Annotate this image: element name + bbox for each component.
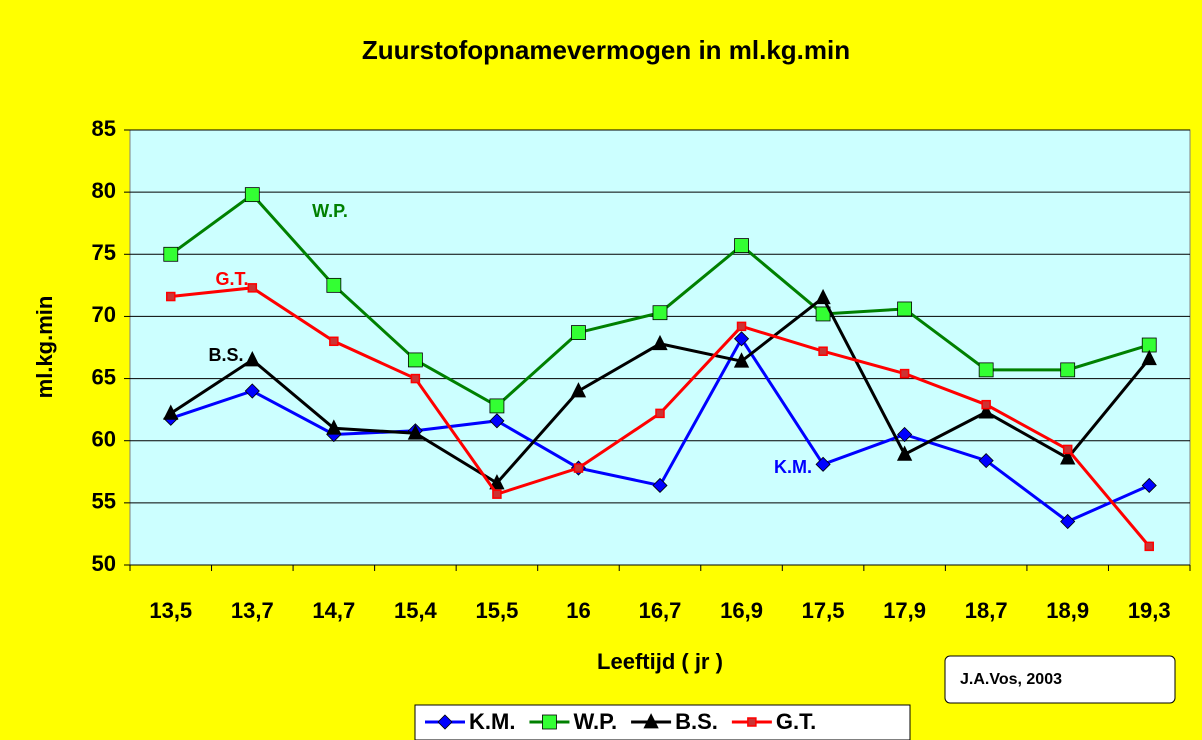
marker [652, 477, 668, 494]
marker [978, 362, 994, 378]
x-tick-label: 18,9 [1046, 598, 1089, 623]
legend-label: K.M. [469, 709, 515, 734]
x-tick-label: 18,7 [965, 598, 1008, 623]
x-tick-label: 13,7 [231, 598, 274, 623]
marker [244, 351, 260, 367]
marker [736, 321, 747, 332]
marker [163, 404, 179, 420]
marker [329, 336, 339, 347]
y-tick-label: 85 [92, 116, 116, 141]
x-tick-label: 17,5 [802, 598, 845, 623]
y-tick-label: 55 [92, 489, 116, 514]
marker [1060, 513, 1076, 530]
marker [818, 346, 828, 356]
y-tick-label: 80 [92, 178, 116, 203]
marker [981, 399, 991, 410]
legend-label: B.S. [675, 709, 718, 734]
x-tick-label: 15,5 [476, 598, 519, 623]
marker [897, 426, 913, 443]
marker [244, 187, 260, 203]
marker [978, 403, 994, 419]
marker [410, 373, 421, 384]
marker [437, 714, 453, 730]
y-tick-label: 50 [92, 551, 116, 576]
credit: J.A.Vos, 2003 [960, 671, 1062, 688]
marker [815, 288, 831, 305]
marker [734, 238, 749, 253]
annotation: B.S. [208, 345, 243, 365]
x-tick-label: 13,5 [149, 598, 192, 623]
annotation: G.T. [215, 269, 248, 289]
x-tick-label: 17,9 [883, 598, 926, 623]
annotation: W.P. [312, 201, 348, 221]
marker [247, 283, 258, 293]
legend-label: G.T. [776, 709, 816, 734]
y-tick-label: 65 [92, 364, 116, 389]
marker [652, 334, 668, 351]
x-tick-label: 19,3 [1128, 598, 1171, 623]
marker [978, 453, 994, 469]
marker [571, 325, 586, 340]
marker [815, 456, 831, 472]
marker [896, 445, 913, 461]
marker [489, 413, 505, 429]
marker [326, 419, 342, 435]
marker [655, 408, 665, 419]
y-tick-label: 75 [92, 240, 116, 265]
x-tick-label: 16,9 [720, 598, 763, 623]
marker [489, 474, 505, 490]
marker [163, 246, 179, 262]
marker [244, 383, 260, 399]
marker [1141, 477, 1157, 494]
marker [733, 331, 750, 347]
marker [643, 713, 659, 729]
y-tick-label: 60 [92, 427, 116, 452]
marker [570, 382, 587, 398]
x-axis-label: Leeftijd ( jr ) [597, 649, 723, 674]
x-tick-label: 16,7 [639, 598, 682, 623]
marker [1144, 541, 1154, 552]
marker [1060, 449, 1076, 465]
marker [747, 717, 757, 727]
marker [407, 424, 424, 440]
y-axis-label: ml.kg.min [32, 296, 57, 399]
marker [899, 368, 910, 379]
marker [573, 463, 584, 473]
y-tick-label: 70 [92, 302, 116, 327]
marker [897, 301, 913, 317]
marker [652, 305, 668, 321]
chart-title: Zuurstofopnamevermogen in ml.kg.min [362, 35, 850, 65]
marker [492, 489, 502, 499]
x-tick-label: 14,7 [312, 598, 355, 623]
marker [542, 714, 557, 730]
credit-box [944, 655, 1176, 704]
annotation: K.M. [774, 457, 812, 477]
marker [489, 398, 505, 414]
marker [733, 352, 750, 368]
marker [326, 277, 342, 293]
x-tick-label: 16 [566, 598, 590, 623]
marker [1060, 362, 1076, 378]
marker [1062, 444, 1073, 455]
marker [166, 291, 176, 302]
legend-label: W.P. [573, 709, 617, 734]
x-tick-label: 15,4 [394, 598, 438, 623]
marker [1141, 349, 1157, 366]
marker [407, 352, 423, 368]
